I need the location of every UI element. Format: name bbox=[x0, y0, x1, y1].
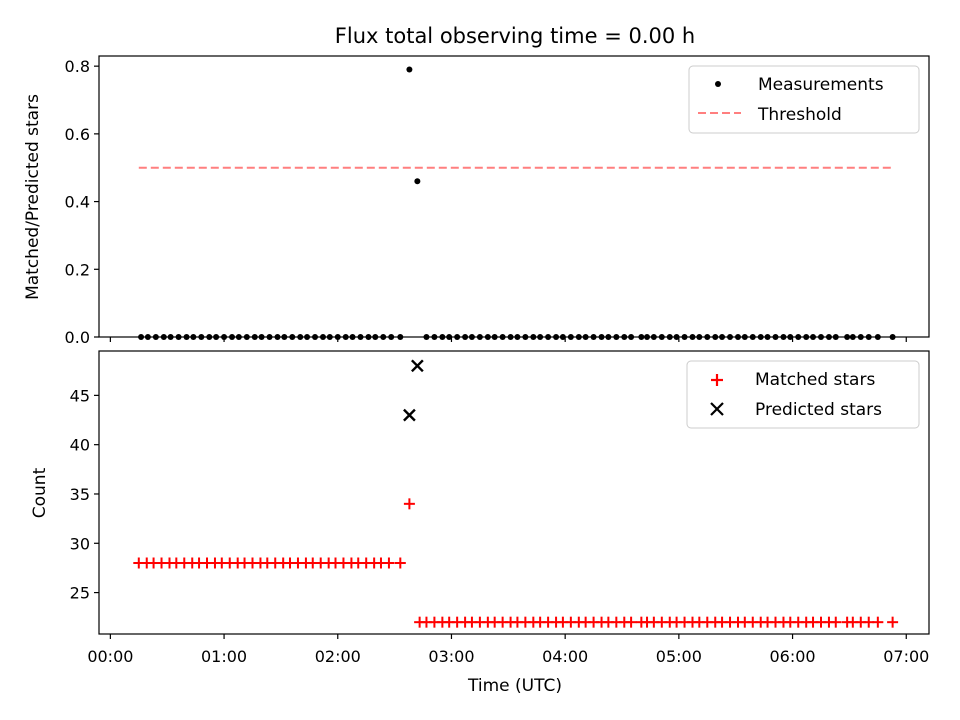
bottom-ytick-label: 40 bbox=[70, 436, 90, 455]
predicted-star-point bbox=[403, 408, 416, 422]
matched-star-point bbox=[394, 557, 406, 569]
matched-star-point bbox=[872, 616, 884, 628]
bottom-ylabel: Count bbox=[30, 467, 50, 518]
legend-matched-label: Matched stars bbox=[755, 370, 875, 390]
top-ylabel: Matched/Predicted stars bbox=[23, 94, 43, 300]
top-y-ticks: 0.0 0.2 0.4 0.6 0.8 bbox=[65, 57, 99, 347]
legend-matched-marker bbox=[711, 374, 723, 386]
measurement-point bbox=[414, 178, 421, 185]
legend-threshold-label: Threshold bbox=[757, 105, 842, 125]
bottom-xtick-label: 01:00 bbox=[201, 647, 247, 666]
top-plot-area bbox=[138, 66, 896, 340]
top-legend: Measurements Threshold bbox=[688, 65, 920, 134]
top-ytick-label: 0.8 bbox=[65, 57, 90, 76]
bottom-legend: Matched stars Predicted stars bbox=[686, 360, 920, 429]
matched-star-point bbox=[403, 498, 415, 510]
top-axes-frame bbox=[98, 55, 930, 338]
matched-star-point bbox=[830, 616, 842, 628]
bottom-plot-area bbox=[133, 359, 899, 628]
matched-star-point bbox=[625, 616, 637, 628]
bottom-ytick-label: 35 bbox=[70, 485, 90, 504]
chart-title: Flux total observing time = 0.00 h bbox=[335, 24, 695, 48]
bottom-xtick-label: 03:00 bbox=[428, 647, 474, 666]
top-ytick-label: 0.2 bbox=[65, 260, 90, 279]
legend-measurements-marker bbox=[715, 81, 721, 87]
predicted-star-point bbox=[411, 359, 424, 373]
bottom-xtick-label: 00:00 bbox=[87, 647, 133, 666]
bottom-xtick-label: 06:00 bbox=[770, 647, 816, 666]
matched-star-point bbox=[383, 557, 395, 569]
bottom-ytick-label: 30 bbox=[70, 534, 90, 553]
bottom-panel: 25 30 35 40 45 00:00 01:00 02:00 03:00 04:00 05:0… bbox=[30, 350, 930, 696]
bottom-legend-box bbox=[686, 360, 920, 429]
legend-predicted-label: Predicted stars bbox=[755, 400, 882, 420]
bottom-x-ticks: 00:00 01:00 02:00 03:00 04:00 05:00 06:00 07:00 bbox=[87, 634, 929, 666]
bottom-xlabel: Time (UTC) bbox=[467, 676, 562, 696]
bottom-y-ticks: 25 30 35 40 45 bbox=[70, 386, 99, 603]
legend-predicted-marker bbox=[710, 402, 724, 416]
bottom-xtick-label: 02:00 bbox=[315, 647, 361, 666]
bottom-xtick-label: 04:00 bbox=[542, 647, 588, 666]
top-ytick-label: 0.0 bbox=[65, 328, 90, 347]
top-legend-box bbox=[688, 65, 920, 134]
bottom-axes-frame bbox=[98, 350, 930, 635]
top-panel: 0.00.20.40.60.8 Matched/Predicted stars … bbox=[23, 55, 930, 347]
measurement-point bbox=[406, 66, 413, 73]
legend-measurements-label: Measurements bbox=[758, 75, 884, 95]
bottom-xtick-label: 05:00 bbox=[656, 647, 702, 666]
bottom-ytick-label: 25 bbox=[70, 584, 90, 603]
bottom-xtick-label: 07:00 bbox=[883, 647, 929, 666]
top-ytick-label: 0.4 bbox=[65, 193, 90, 212]
bottom-ytick-label: 45 bbox=[70, 386, 90, 405]
matched-star-point bbox=[887, 616, 899, 628]
top-ytick-label: 0.6 bbox=[65, 125, 90, 144]
